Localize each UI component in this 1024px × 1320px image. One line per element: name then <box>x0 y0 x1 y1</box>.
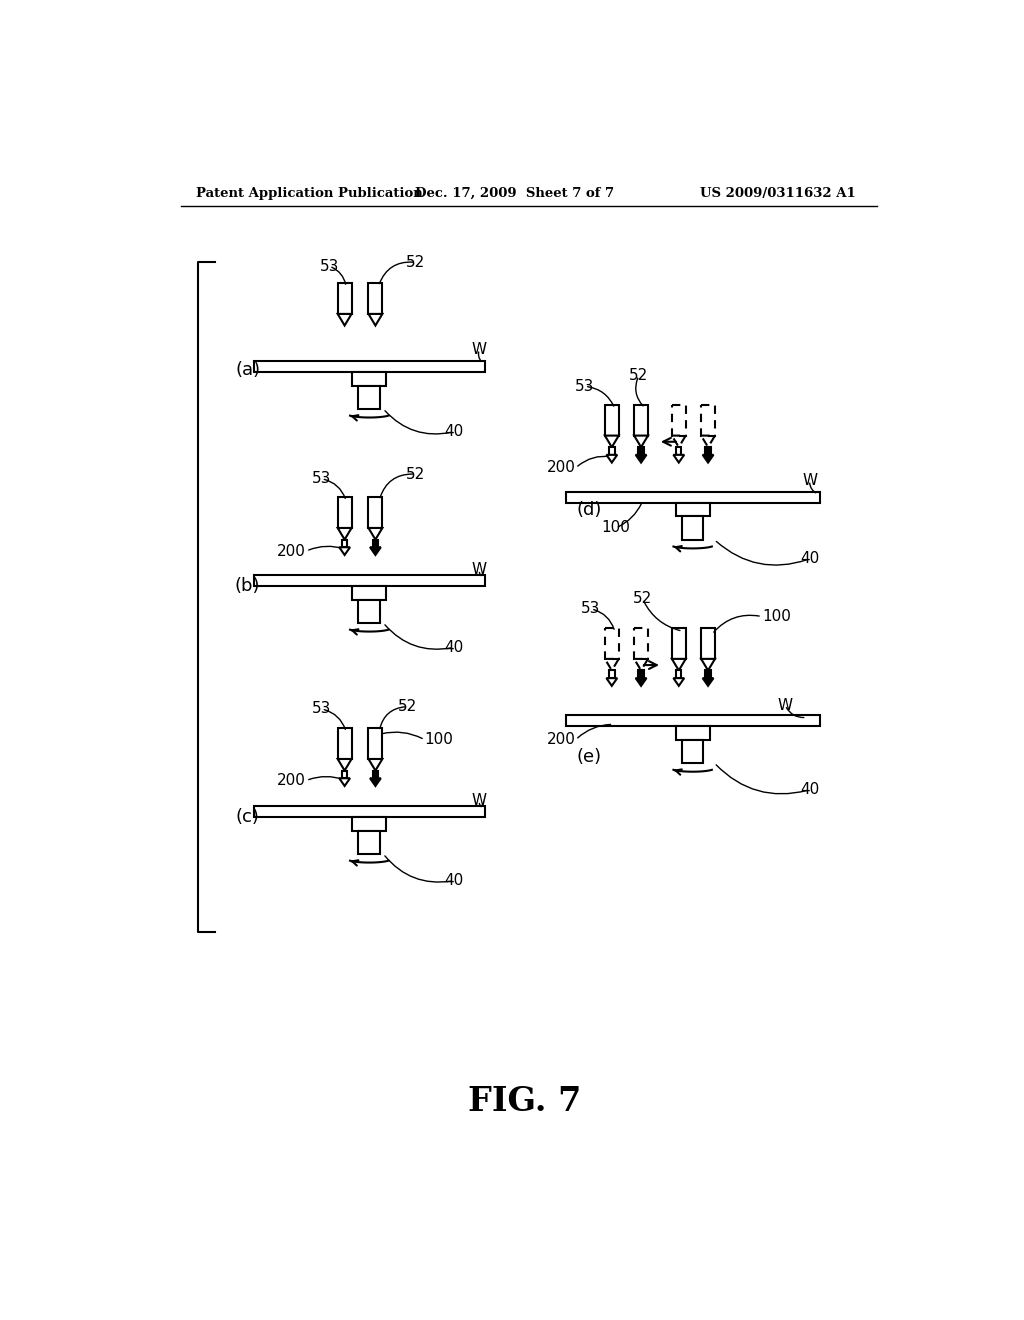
Text: 200: 200 <box>547 461 575 475</box>
Text: 200: 200 <box>547 733 575 747</box>
Polygon shape <box>369 314 382 326</box>
Text: 100: 100 <box>762 609 791 624</box>
Text: 53: 53 <box>319 259 339 273</box>
Polygon shape <box>672 659 686 671</box>
Bar <box>338 498 351 528</box>
Polygon shape <box>702 678 714 686</box>
Bar <box>352 372 386 385</box>
Bar <box>676 503 710 516</box>
Polygon shape <box>636 678 646 686</box>
Text: FIG. 7: FIG. 7 <box>468 1085 582 1118</box>
Bar <box>609 671 614 678</box>
Text: (b): (b) <box>234 577 260 595</box>
Text: 52: 52 <box>406 255 425 269</box>
Bar <box>369 729 382 759</box>
Bar <box>338 729 351 759</box>
Polygon shape <box>674 455 684 462</box>
Bar <box>672 628 686 659</box>
Text: 53: 53 <box>582 602 601 616</box>
Bar <box>369 284 382 314</box>
Polygon shape <box>369 759 382 771</box>
Text: 200: 200 <box>278 544 306 558</box>
Polygon shape <box>606 455 617 462</box>
Bar <box>352 586 386 599</box>
Text: 100: 100 <box>601 520 630 536</box>
Text: (c): (c) <box>236 808 259 826</box>
Text: 53: 53 <box>312 701 331 717</box>
Bar <box>676 447 682 455</box>
Bar <box>701 405 715 436</box>
Polygon shape <box>605 436 618 447</box>
Text: 52: 52 <box>398 700 418 714</box>
Bar <box>638 671 644 678</box>
Bar <box>565 492 819 503</box>
Text: 40: 40 <box>800 552 819 566</box>
Polygon shape <box>636 455 646 462</box>
Text: 40: 40 <box>800 783 819 797</box>
Bar <box>682 739 703 763</box>
Bar <box>565 715 819 726</box>
Bar <box>373 771 378 779</box>
Text: W: W <box>472 562 487 577</box>
Text: (d): (d) <box>577 500 601 519</box>
Text: 52: 52 <box>406 466 425 482</box>
Text: 40: 40 <box>444 424 464 440</box>
Text: (a): (a) <box>236 362 260 379</box>
Bar <box>342 540 347 548</box>
Bar <box>358 599 380 623</box>
Bar <box>254 807 484 817</box>
Text: Patent Application Publication: Patent Application Publication <box>196 186 423 199</box>
Text: W: W <box>472 793 487 808</box>
Polygon shape <box>606 678 617 686</box>
Bar <box>369 498 382 528</box>
Bar <box>706 447 711 455</box>
Bar <box>358 830 380 854</box>
Bar <box>352 817 386 830</box>
Bar <box>605 628 618 659</box>
Text: 53: 53 <box>575 379 595 393</box>
Bar <box>634 628 648 659</box>
Text: 52: 52 <box>633 591 652 606</box>
Bar <box>676 726 710 739</box>
Polygon shape <box>370 779 381 785</box>
Polygon shape <box>338 314 351 326</box>
Bar <box>605 405 618 436</box>
Polygon shape <box>338 759 351 771</box>
Text: 200: 200 <box>278 774 306 788</box>
Text: 52: 52 <box>629 368 648 383</box>
Bar <box>254 576 484 586</box>
Bar <box>342 771 347 779</box>
Text: US 2009/0311632 A1: US 2009/0311632 A1 <box>700 186 856 199</box>
Text: (e): (e) <box>577 748 601 767</box>
Text: 53: 53 <box>312 471 331 486</box>
Polygon shape <box>339 779 350 785</box>
Polygon shape <box>370 548 381 554</box>
Bar <box>358 385 380 409</box>
Text: W: W <box>777 697 793 713</box>
Polygon shape <box>338 528 351 540</box>
Polygon shape <box>369 528 382 540</box>
Bar <box>254 360 484 372</box>
Bar <box>672 405 686 436</box>
Bar <box>701 628 715 659</box>
Bar <box>638 447 644 455</box>
Polygon shape <box>701 659 715 671</box>
Polygon shape <box>339 548 350 554</box>
Text: 40: 40 <box>444 873 464 888</box>
Bar <box>373 540 378 548</box>
Bar <box>706 671 711 678</box>
Polygon shape <box>674 678 684 686</box>
Text: Dec. 17, 2009  Sheet 7 of 7: Dec. 17, 2009 Sheet 7 of 7 <box>416 186 614 199</box>
Polygon shape <box>702 455 714 462</box>
Text: 100: 100 <box>425 733 454 747</box>
Text: W: W <box>472 342 487 356</box>
Text: 40: 40 <box>444 640 464 655</box>
Bar <box>634 405 648 436</box>
Text: W: W <box>802 473 817 488</box>
Bar <box>338 284 351 314</box>
Bar <box>682 516 703 540</box>
Bar <box>676 671 682 678</box>
Polygon shape <box>634 436 648 447</box>
Bar <box>609 447 614 455</box>
